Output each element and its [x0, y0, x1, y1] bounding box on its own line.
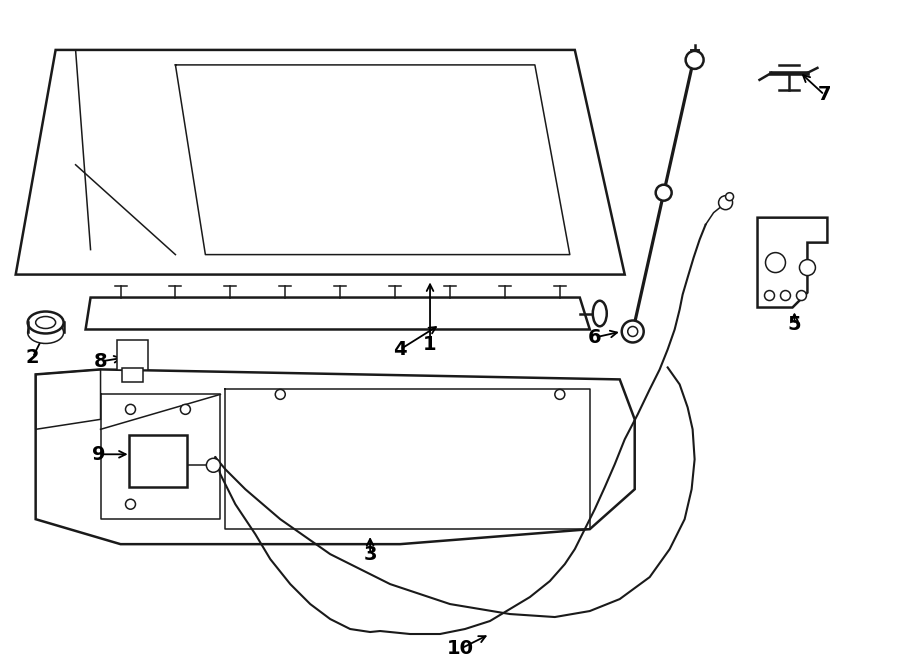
Text: 1: 1: [423, 335, 436, 354]
Text: 6: 6: [588, 328, 601, 347]
Circle shape: [125, 405, 136, 414]
Circle shape: [725, 193, 734, 201]
Ellipse shape: [28, 311, 64, 334]
Circle shape: [718, 196, 733, 210]
Circle shape: [125, 499, 136, 509]
Circle shape: [766, 253, 786, 272]
FancyBboxPatch shape: [122, 368, 143, 383]
Circle shape: [206, 458, 220, 472]
Circle shape: [686, 51, 704, 69]
FancyBboxPatch shape: [129, 436, 187, 487]
Circle shape: [622, 321, 644, 342]
Text: 5: 5: [788, 315, 801, 334]
Text: 3: 3: [364, 545, 377, 564]
Ellipse shape: [36, 317, 56, 329]
Circle shape: [627, 327, 638, 336]
Circle shape: [799, 260, 815, 276]
Text: 4: 4: [393, 340, 407, 359]
Text: 10: 10: [446, 639, 473, 658]
Circle shape: [554, 389, 565, 399]
Ellipse shape: [593, 301, 607, 327]
Circle shape: [275, 389, 285, 399]
Circle shape: [656, 184, 671, 201]
Circle shape: [180, 405, 191, 414]
Circle shape: [796, 291, 806, 301]
Ellipse shape: [28, 321, 64, 344]
Text: 9: 9: [92, 445, 105, 464]
Text: 7: 7: [818, 85, 832, 104]
Text: 2: 2: [26, 348, 40, 367]
FancyBboxPatch shape: [116, 340, 148, 370]
Circle shape: [780, 291, 790, 301]
Circle shape: [764, 291, 775, 301]
Text: 8: 8: [94, 352, 107, 371]
